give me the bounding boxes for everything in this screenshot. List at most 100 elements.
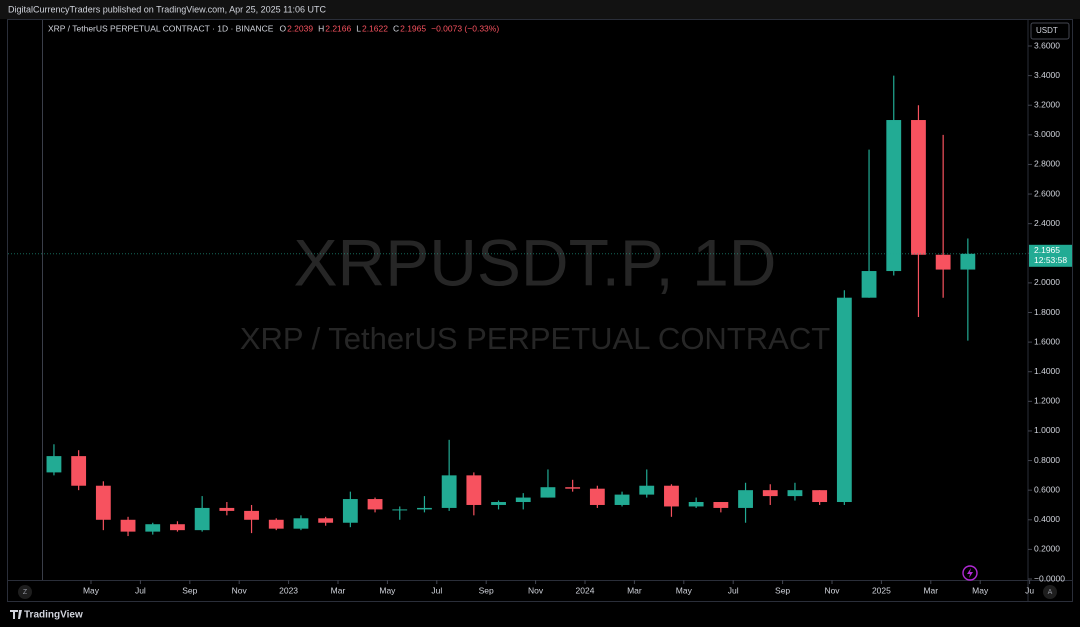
candle-body: [466, 475, 482, 505]
y-tick-label: 2.6000: [1034, 188, 1060, 198]
candle-body: [95, 485, 111, 520]
currency-button[interactable]: [1030, 22, 1070, 40]
candle-body: [861, 271, 877, 298]
y-tick-label: 3.6000: [1034, 40, 1060, 50]
x-tick-label: Mar: [923, 585, 938, 595]
candle-body: [935, 254, 951, 270]
candle-body: [515, 497, 531, 503]
zoom-button[interactable]: [18, 585, 32, 599]
event-bolt: [967, 568, 973, 578]
candle-body: [145, 524, 161, 532]
last-price-box: [1029, 244, 1072, 267]
x-tick-label: Mar: [627, 585, 642, 595]
candle-body: [219, 507, 235, 511]
x-tick-label: Mar: [331, 585, 346, 595]
y-tick-label: 2.8000: [1034, 159, 1060, 169]
x-tick-label: 2023: [279, 585, 298, 595]
candle-body: [244, 510, 259, 520]
candle-body: [268, 519, 284, 529]
x-tick-label: Jul: [728, 585, 739, 595]
y-tick-label: 0.6000: [1034, 484, 1060, 494]
y-tick-label: 1.0000: [1034, 425, 1060, 435]
candle-body: [293, 518, 309, 529]
x-tick-label: Jul: [135, 585, 146, 595]
legend-ohlc-key: H: [318, 23, 324, 33]
candle-body: [194, 507, 210, 531]
x-tick-label: May: [379, 585, 396, 595]
candle-body: [491, 502, 506, 505]
candle-body: [441, 475, 457, 508]
candle-body: [392, 509, 408, 511]
x-tick-label: Jul: [431, 585, 442, 595]
candle-body: [342, 499, 358, 523]
y-tick-label: 3.2000: [1034, 99, 1060, 109]
candle-body: [614, 494, 630, 505]
candle-body: [911, 120, 926, 255]
legend-ohlc-value: 2.2039: [287, 23, 313, 33]
candle-body: [417, 507, 432, 510]
watermark-ticker: XRPUSDT.P, 1D: [294, 225, 777, 299]
legend-change: −0.0073 (−0.33%): [431, 23, 499, 33]
y-tick-label: 0.8000: [1034, 455, 1060, 465]
y-tick-label: 2.4000: [1034, 218, 1060, 228]
legend-ohlc-key: L: [356, 23, 361, 33]
legend-symbol: XRP / TetherUS PERPETUAL CONTRACT · 1D ·…: [48, 23, 274, 33]
candle-body: [565, 487, 581, 489]
candle-body: [713, 502, 729, 508]
y-tick-label: 3.4000: [1034, 70, 1060, 80]
candle-body: [46, 456, 62, 473]
x-tick-label: Nov: [232, 585, 248, 595]
y-tick-label: −0.0000: [1034, 573, 1065, 583]
candle-body: [318, 518, 334, 523]
y-tick-label: 0.2000: [1034, 544, 1060, 554]
published-note: DigitalCurrencyTraders published on Trad…: [8, 4, 327, 14]
x-tick-label: May: [676, 585, 693, 595]
y-tick-label: 1.4000: [1034, 366, 1060, 376]
candle-body: [688, 502, 704, 507]
y-tick-label: 3.0000: [1034, 129, 1060, 139]
x-tick-label: May: [83, 585, 100, 595]
legend-ohlc-value: 2.2166: [325, 23, 351, 33]
candle-body: [836, 297, 852, 503]
auto-scale-button[interactable]: [1043, 585, 1057, 599]
candle-body: [738, 490, 753, 508]
zoom-icon: Z: [23, 589, 28, 596]
candle-body: [886, 120, 902, 272]
x-tick-label: May: [972, 585, 989, 595]
y-tick-label: 0.4000: [1034, 514, 1060, 524]
candle-body: [120, 519, 136, 532]
candle-body: [367, 499, 383, 510]
legend: XRP / TetherUS PERPETUAL CONTRACT · 1D ·…: [48, 23, 499, 33]
legend-ohlc-key: C: [393, 23, 399, 33]
y-tick-label: 1.2000: [1034, 396, 1060, 406]
watermark-description: XRP / TetherUS PERPETUAL CONTRACT: [240, 321, 830, 356]
x-tick-label: 2025: [872, 585, 891, 595]
y-tick-label: 1.8000: [1034, 307, 1060, 317]
candle-body: [664, 485, 679, 507]
candle-body: [589, 488, 605, 505]
candle-body: [639, 485, 655, 495]
candle-body: [170, 524, 185, 531]
currency-label: USDT: [1036, 26, 1058, 35]
x-tick-label: Nov: [824, 585, 840, 595]
legend-ohlc-key: O: [279, 23, 286, 33]
x-tick-label: 2024: [576, 585, 595, 595]
legend-ohlc-value: 2.1965: [400, 23, 426, 33]
candle-body: [71, 456, 87, 486]
y-tick-label: 2.0000: [1034, 277, 1060, 287]
candle-body: [960, 253, 976, 270]
y-tick-label: 1.6000: [1034, 336, 1060, 346]
x-tick-label: Sep: [479, 585, 494, 595]
footer-brand: TradingView: [24, 610, 83, 621]
chart-frame: [7, 19, 1073, 602]
x-tick-label: Ju: [1025, 585, 1034, 595]
auto-scale-icon: A: [1048, 589, 1053, 596]
candle-body: [762, 490, 778, 497]
x-tick-label: Sep: [182, 585, 197, 595]
event-icon[interactable]: [962, 565, 978, 581]
candle-body: [812, 490, 828, 503]
footer-logo: [10, 610, 22, 619]
